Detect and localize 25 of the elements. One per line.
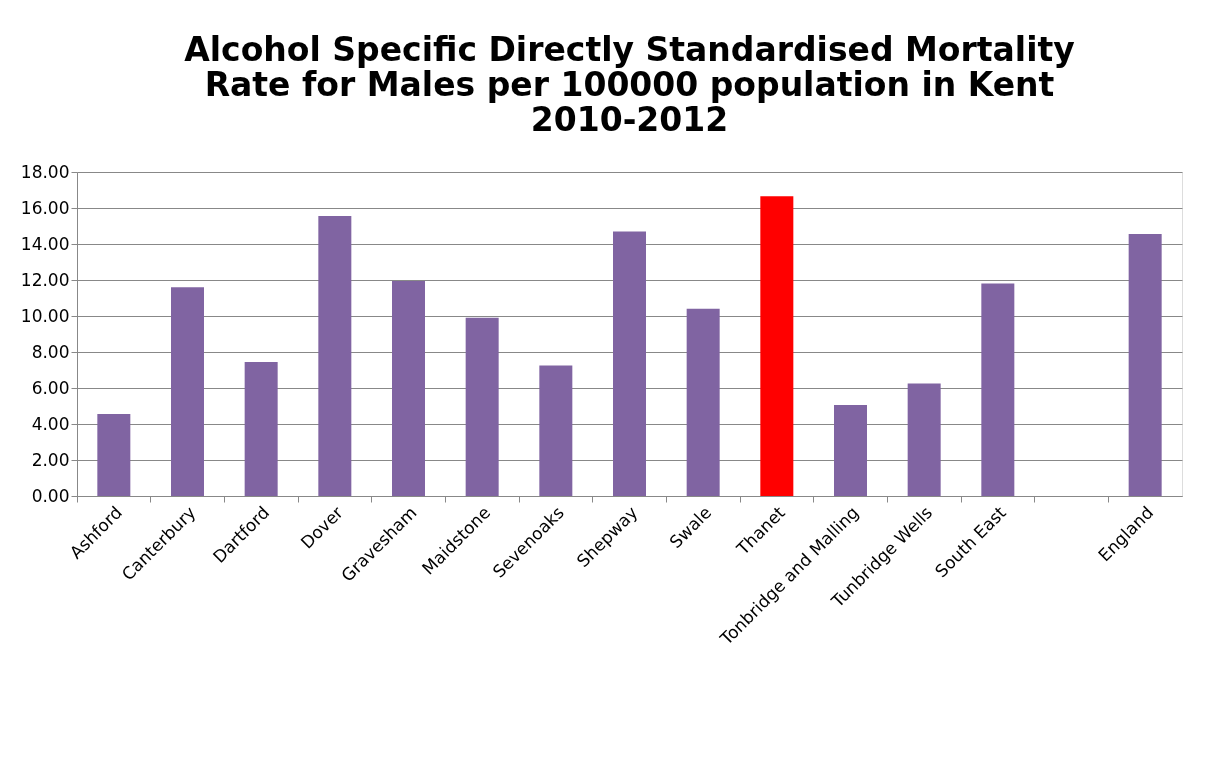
y-tick-label: 12.00 — [20, 269, 70, 290]
bar — [244, 361, 278, 496]
y-tick-label: 0.00 — [31, 485, 70, 506]
y-tick-label: 14.00 — [20, 233, 70, 254]
y-tick-label: 6.00 — [31, 377, 70, 398]
bar — [834, 405, 867, 496]
bar — [907, 383, 941, 496]
bar — [171, 287, 204, 496]
y-tick-label: 16.00 — [20, 197, 70, 218]
bar — [539, 365, 573, 496]
bar — [1128, 234, 1162, 496]
bar — [97, 414, 131, 496]
y-tick-label: 2.00 — [31, 449, 70, 470]
bar — [760, 196, 794, 496]
bar — [465, 317, 499, 496]
bar — [318, 216, 352, 496]
y-tick-label: 10.00 — [20, 305, 70, 326]
bar — [613, 231, 646, 496]
y-tick-label: 18.00 — [20, 161, 70, 182]
bar — [392, 280, 425, 496]
bar — [981, 283, 1015, 496]
text: Alcohol Specific Directly Standardised Mortality — [184, 30, 1075, 69]
y-tick-label: 4.00 — [31, 413, 70, 434]
y-tick-label: 8.00 — [31, 341, 70, 362]
bar — [686, 308, 720, 496]
